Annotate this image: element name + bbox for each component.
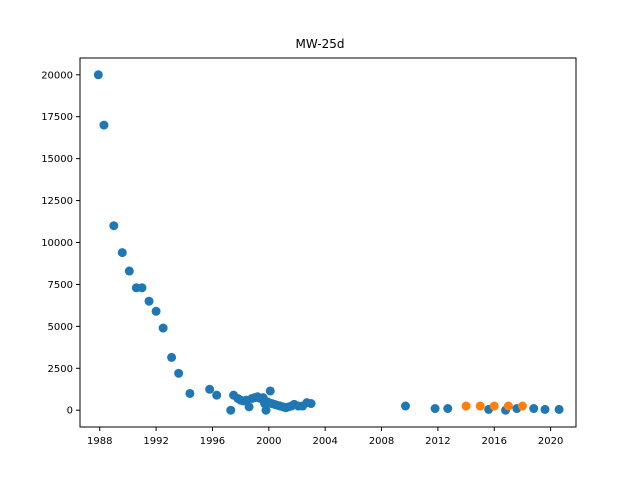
- x-tick-label: 2016: [482, 436, 507, 447]
- y-tick-label: 17500: [41, 112, 73, 123]
- y-tick-label: 10000: [41, 238, 73, 249]
- data-point-series-1: [158, 323, 168, 333]
- data-point-series-1: [212, 390, 222, 400]
- y-tick-label: 5000: [48, 322, 73, 333]
- x-tick-label: 1992: [143, 436, 168, 447]
- data-point-series-2: [503, 401, 513, 411]
- data-point-series-1: [226, 405, 236, 415]
- x-tick-label: 2012: [425, 436, 450, 447]
- data-point-series-1: [401, 401, 410, 411]
- x-tick-label: 1988: [87, 436, 112, 447]
- y-tick-label: 7500: [48, 280, 73, 291]
- data-point-series-1: [443, 404, 453, 414]
- data-point-series-1: [261, 405, 271, 415]
- plot-area: 1988 1992 1996 2000 2004 2008 2012 2016 2020 0 25…: [41, 57, 577, 447]
- data-point-series-1: [137, 283, 147, 293]
- x-axis: 1988 1992 1996 2000 2004 2008 2012 2016 2020: [87, 427, 563, 447]
- data-point-series-1: [430, 404, 440, 414]
- data-point-series-1: [144, 296, 154, 306]
- data-points: [93, 70, 564, 415]
- data-point-series-2: [489, 401, 499, 411]
- data-point-series-1: [244, 402, 254, 412]
- data-point-series-1: [167, 352, 177, 362]
- chart-title: MW-25d: [296, 37, 345, 51]
- x-tick-label: 2020: [538, 436, 563, 447]
- data-point-series-1: [306, 399, 316, 409]
- data-point-series-2: [461, 401, 471, 411]
- data-point-series-1: [124, 266, 134, 276]
- y-tick-label: 0: [67, 406, 73, 417]
- y-tick-label: 20000: [41, 70, 73, 81]
- y-tick-label: 15000: [41, 154, 73, 165]
- data-point-series-1: [93, 70, 103, 80]
- data-point-series-1: [174, 368, 184, 378]
- y-axis: 0 2500 5000 7500 10000 12500 15000 17500 20000: [41, 70, 80, 417]
- data-point-series-1: [529, 404, 539, 414]
- data-point-series-2: [475, 401, 485, 411]
- y-tick-label: 12500: [41, 196, 73, 207]
- data-point-series-1: [117, 248, 127, 258]
- x-tick-label: 1996: [200, 436, 225, 447]
- data-point-series-1: [540, 404, 550, 414]
- data-point-series-1: [185, 388, 195, 398]
- data-point-series-1: [109, 221, 119, 231]
- data-point-series-1: [554, 404, 564, 414]
- data-point-series-1: [99, 120, 109, 130]
- x-tick-label: 2004: [312, 436, 337, 447]
- data-point-series-1: [151, 306, 161, 316]
- data-point-series-1: [265, 386, 275, 396]
- x-tick-label: 2000: [256, 436, 281, 447]
- y-tick-label: 2500: [48, 364, 73, 375]
- x-tick-label: 2008: [369, 436, 394, 447]
- data-point-series-2: [517, 401, 527, 411]
- data-point-series-1: [205, 384, 215, 394]
